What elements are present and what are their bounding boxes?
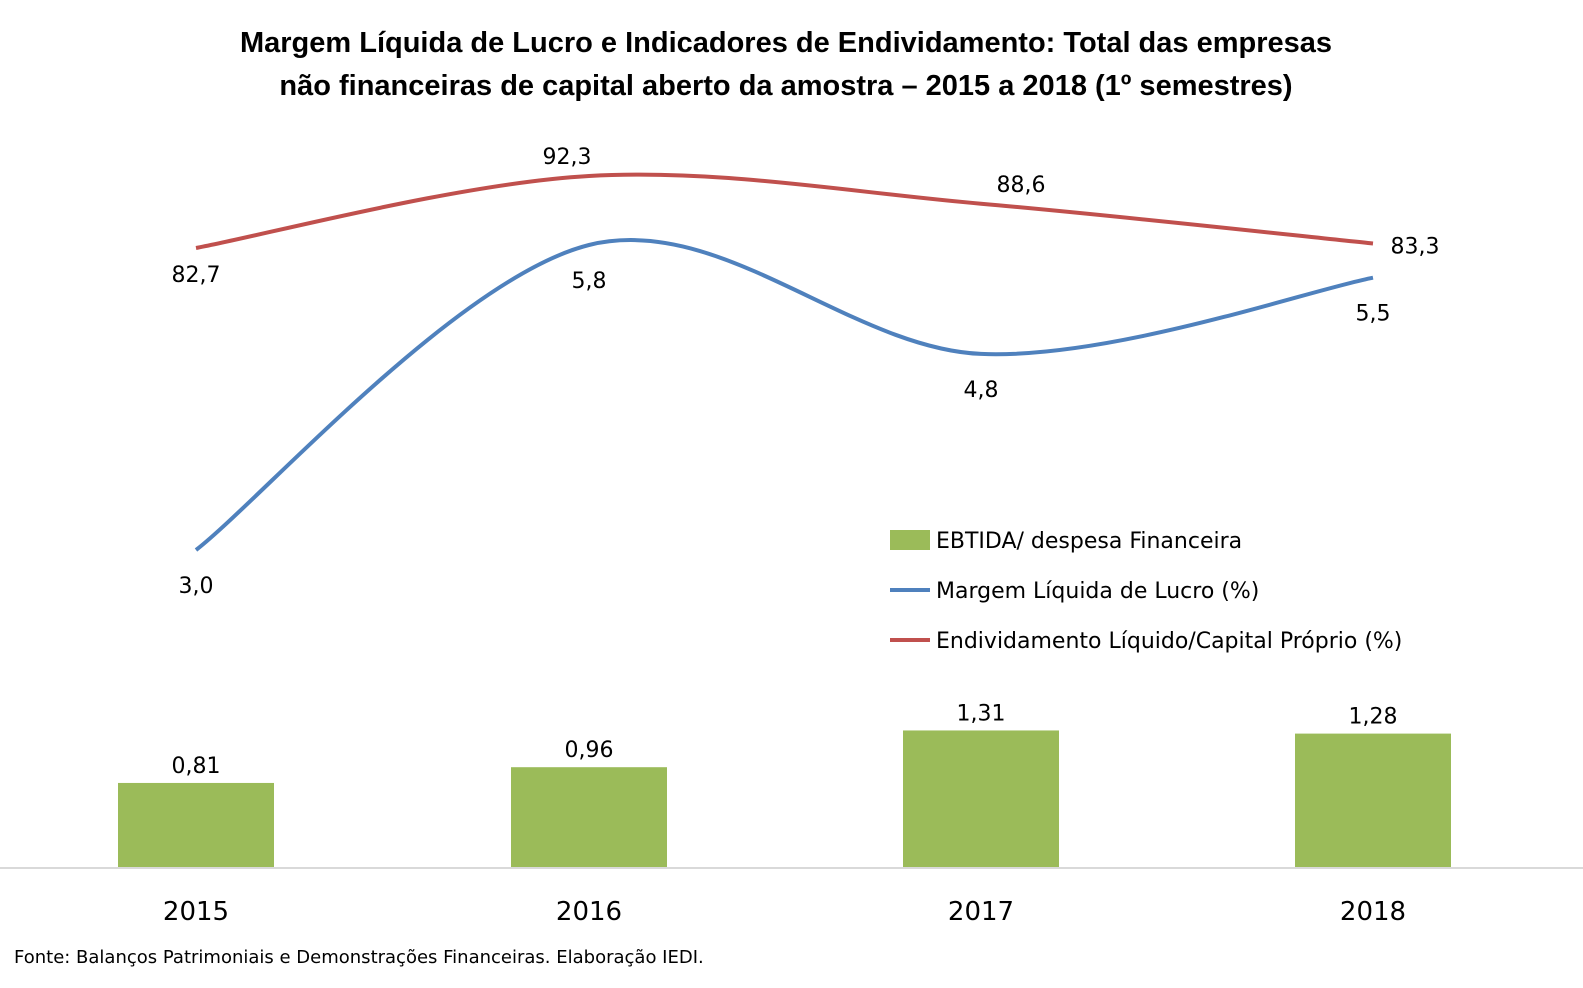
- point-label-endividamento-2015: 82,7: [172, 263, 221, 288]
- x-tick-2016: 2016: [556, 897, 622, 927]
- data-labels: 0,81 0,96 1,31 1,28 3,0 5,8 4,8 5,5 82,7 92,3 88,6…: [172, 145, 1440, 779]
- bar-ebtida-2015: [118, 782, 274, 868]
- chart-title-line-1: Margem Líquida de Lucro e Indicadores de…: [240, 27, 1332, 59]
- chart-title-line-2: não financeiras de capital aberto da amo…: [279, 70, 1292, 102]
- bar-label-ebtida-2016: 0,96: [565, 738, 614, 763]
- bar-ebtida-2016: [511, 767, 667, 868]
- legend-label-ebtida: EBTIDA/ despesa Financeira: [936, 529, 1242, 554]
- x-axis-ticks: 2015 2016 2017 2018: [163, 897, 1406, 927]
- point-label-margem-2016: 5,8: [572, 269, 607, 294]
- point-label-margem-2018: 5,5: [1356, 302, 1391, 327]
- point-label-endividamento-2018: 83,3: [1391, 235, 1440, 260]
- legend: EBTIDA/ despesa Financeira Margem Líquid…: [890, 529, 1402, 654]
- point-label-endividamento-2016: 92,3: [543, 145, 592, 170]
- legend-swatch-ebtida: [890, 530, 930, 550]
- x-tick-2018: 2018: [1340, 897, 1406, 927]
- legend-label-endividamento: Endividamento Líquido/Capital Próprio (%…: [936, 629, 1402, 654]
- x-tick-2015: 2015: [163, 897, 229, 927]
- point-label-margem-2015: 3,0: [179, 574, 214, 599]
- line-series-layer: [194, 172, 1374, 552]
- bar-label-ebtida-2015: 0,81: [172, 754, 221, 779]
- bar-ebtida-2017: [903, 730, 1059, 868]
- bar-ebtida-2018: [1295, 733, 1451, 868]
- bar-label-ebtida-2018: 1,28: [1349, 705, 1398, 730]
- legend-label-margem: Margem Líquida de Lucro (%): [936, 579, 1259, 604]
- x-tick-2017: 2017: [948, 897, 1014, 927]
- point-label-endividamento-2017: 88,6: [997, 173, 1046, 198]
- line-endividamento: [195, 172, 1374, 250]
- line-margem-liquida: [194, 238, 1374, 552]
- source-note: Fonte: Balanços Patrimoniais e Demonstra…: [14, 947, 704, 968]
- point-label-margem-2017: 4,8: [964, 378, 999, 403]
- bar-series: [118, 730, 1451, 868]
- bar-label-ebtida-2017: 1,31: [957, 701, 1006, 726]
